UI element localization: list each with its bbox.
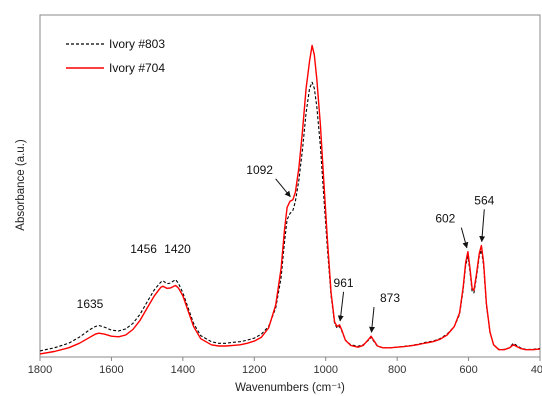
x-tick-label: 400 <box>531 364 542 376</box>
plot-frame <box>39 14 541 358</box>
x-tick-label: 1000 <box>313 364 337 376</box>
peak-label-1635: 1635 <box>77 297 104 311</box>
x-tick-label: 1800 <box>28 364 52 376</box>
peak-label-602: 602 <box>435 212 455 226</box>
peak-arrow-1092 <box>275 178 291 198</box>
legend-label-1: Ivory #803 <box>109 37 165 51</box>
legend-label-2: Ivory #704 <box>109 61 165 75</box>
legend: Ivory #803 Ivory #704 <box>66 37 165 75</box>
x-tick-label: 1600 <box>99 364 123 376</box>
peak-arrow-602 <box>460 227 469 249</box>
peak-arrow-564 <box>479 209 486 243</box>
x-tick-label: 1400 <box>171 364 195 376</box>
series-layer <box>39 44 541 355</box>
x-tick-label: 600 <box>459 364 477 376</box>
annotation-layer: 1635 1456 1420 1092 961 873 602 564 <box>77 163 495 333</box>
peak-label-1420: 1420 <box>164 242 191 256</box>
x-tick-label: 800 <box>388 364 406 376</box>
peak-label-873: 873 <box>380 291 400 305</box>
x-axis-ticks: 1800 1600 1400 1200 1000 800 600 400 <box>28 357 542 376</box>
peak-label-961: 961 <box>334 276 354 290</box>
x-axis-label: Wavenumbers (cm⁻¹) <box>235 382 345 394</box>
peak-label-1456: 1456 <box>130 242 157 256</box>
plot-area <box>39 14 541 358</box>
peak-label-564: 564 <box>474 193 494 207</box>
peak-arrow-961 <box>337 291 345 322</box>
peak-label-1092: 1092 <box>246 163 273 177</box>
y-axis-label: Absorbance (a.u.) <box>15 139 27 231</box>
peak-arrow-873 <box>369 306 375 333</box>
x-tick-label: 1200 <box>242 364 266 376</box>
series-line-2 <box>39 44 541 355</box>
series-line-1 <box>39 81 541 352</box>
